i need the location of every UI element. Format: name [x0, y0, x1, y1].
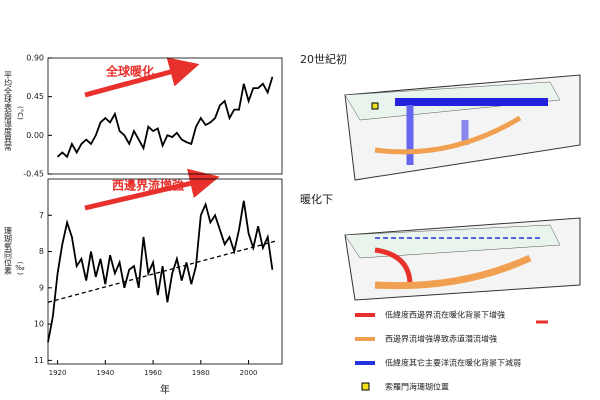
x-tick-label: 1940	[96, 369, 114, 377]
x-axis-label: 年	[160, 383, 170, 396]
data-line	[56, 76, 274, 159]
legend-text: 西邊界流增強導致赤道潛流增強	[385, 334, 497, 344]
x-tick-label: 1980	[192, 369, 210, 377]
trend-line	[47, 240, 278, 303]
coral-site	[371, 102, 379, 110]
y-tick-label: 10	[34, 320, 44, 329]
y-axis-label: 平均全球表面溫度異常	[4, 71, 13, 152]
x-tick-label: 1920	[49, 369, 67, 377]
diagram: 20世紀初 暖化下 低緯度西邊界流在暖化背景下增強 西邊界流增強導致赤道潛流增強…	[300, 52, 581, 392]
annotation: 西邊界流增強	[112, 178, 184, 193]
plot-frame	[47, 178, 283, 365]
y-tick-label: 0.90	[26, 54, 44, 63]
panel-title: 暖化下	[300, 192, 333, 206]
legend-text: 低緯度西邊界流在暖化背景下增強	[385, 310, 505, 320]
undercurrent	[374, 254, 532, 290]
annotation: 全球暖化	[105, 64, 154, 79]
x-tick-label: 1960	[144, 369, 162, 377]
boundary-current	[374, 247, 413, 286]
y-tick-label: 8	[39, 247, 44, 256]
warming-arrow	[84, 57, 200, 98]
y-tick-label: 11	[34, 356, 44, 365]
x-tick-label: 2000	[240, 369, 258, 377]
y-tick-label: 0.00	[26, 131, 44, 140]
y-axis-label: 珊瑚氧同位素	[4, 227, 13, 275]
boundary-arrow	[84, 168, 220, 211]
data-line	[47, 200, 274, 343]
y-tick-label: -0.45	[23, 170, 44, 179]
legend-text: 低緯度其它主要洋流在暖化背景下減弱	[385, 358, 521, 368]
plot-frame	[47, 57, 283, 175]
y-tick-label: 9	[39, 283, 44, 292]
legend-key	[361, 382, 370, 391]
panel-title: 20世紀初	[300, 52, 347, 66]
y-axis-unit: (‰)	[15, 262, 25, 276]
undercurrent	[374, 115, 522, 155]
ocean-surface	[344, 224, 561, 259]
y-tick-label: 7	[39, 211, 44, 220]
legend-text: 索羅門海珊瑚位置	[385, 382, 449, 392]
y-axis-unit: (°C)	[16, 106, 24, 120]
y-tick-label: 0.45	[26, 92, 44, 101]
